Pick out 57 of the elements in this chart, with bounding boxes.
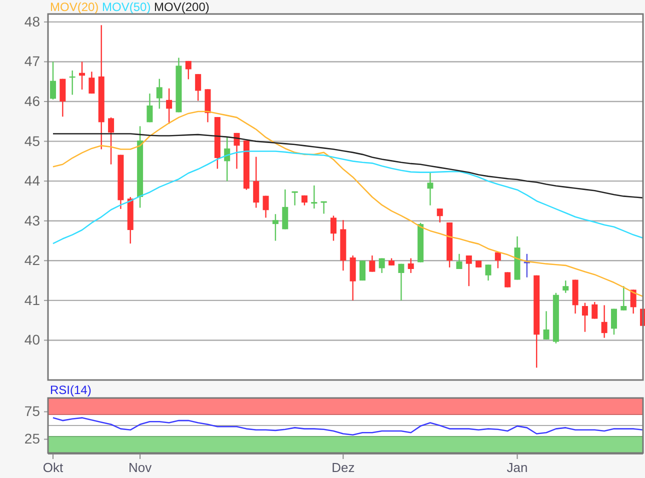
candlestick bbox=[156, 78, 162, 110]
candlestick bbox=[185, 60, 192, 80]
y-tick-label: 25 bbox=[24, 430, 40, 447]
candlestick bbox=[543, 310, 550, 340]
candlestick bbox=[146, 92, 153, 123]
chart-title: RSI(14) bbox=[50, 383, 92, 397]
y-tick-label: 48 bbox=[24, 13, 40, 30]
candlestick bbox=[195, 73, 202, 102]
x-tick-label: Jan bbox=[506, 460, 528, 476]
candlestick bbox=[204, 88, 211, 123]
candlestick bbox=[562, 280, 569, 294]
y-tick-label: 45 bbox=[24, 132, 40, 149]
candlestick bbox=[456, 253, 462, 270]
candlestick bbox=[398, 263, 404, 302]
candlestick bbox=[88, 71, 95, 94]
candlestick bbox=[262, 195, 269, 218]
candlestick bbox=[436, 208, 443, 224]
y-tick-label: 47 bbox=[24, 53, 40, 70]
candlestick bbox=[592, 301, 598, 320]
text: MOV(20) bbox=[50, 0, 99, 14]
line-series bbox=[52, 417, 644, 436]
candlestick bbox=[466, 254, 472, 287]
candlestick bbox=[282, 188, 288, 230]
candlestick bbox=[272, 214, 278, 242]
candlestick bbox=[253, 156, 260, 208]
candlestick bbox=[630, 289, 636, 314]
candlestick bbox=[350, 254, 356, 302]
candlestick bbox=[601, 304, 608, 338]
candlestick bbox=[620, 286, 627, 311]
candlestick bbox=[360, 260, 366, 282]
x-tick-label: Dez bbox=[332, 460, 355, 476]
x-tick-label: Okt bbox=[42, 460, 64, 476]
candlestick bbox=[504, 272, 511, 288]
candlestick bbox=[50, 61, 56, 100]
candlestick bbox=[330, 215, 336, 242]
candlestick bbox=[582, 302, 588, 332]
x-tick-label: Nov bbox=[128, 460, 152, 476]
y-tick-label: 41 bbox=[24, 292, 40, 308]
candlestick bbox=[108, 116, 114, 165]
text: MOV(50) bbox=[98, 0, 151, 14]
y-tick-label: 40 bbox=[24, 332, 40, 348]
candlestick bbox=[79, 61, 86, 90]
candlestick bbox=[408, 258, 414, 274]
candlestick bbox=[427, 172, 434, 206]
y-tick-label: 43 bbox=[24, 212, 40, 228]
text: MOV(200) bbox=[150, 0, 210, 14]
candlestick bbox=[166, 88, 172, 124]
candlestick bbox=[378, 258, 385, 274]
y-tick-label: 46 bbox=[24, 93, 40, 109]
y-tick-label: 42 bbox=[24, 252, 40, 268]
candlestick bbox=[610, 308, 617, 336]
y-tick-label: 44 bbox=[24, 172, 40, 189]
candlestick bbox=[369, 254, 376, 272]
candlestick bbox=[494, 252, 501, 269]
y-tick-label: 75 bbox=[24, 403, 40, 420]
candlestick bbox=[60, 78, 66, 118]
candlestick bbox=[485, 264, 492, 282]
